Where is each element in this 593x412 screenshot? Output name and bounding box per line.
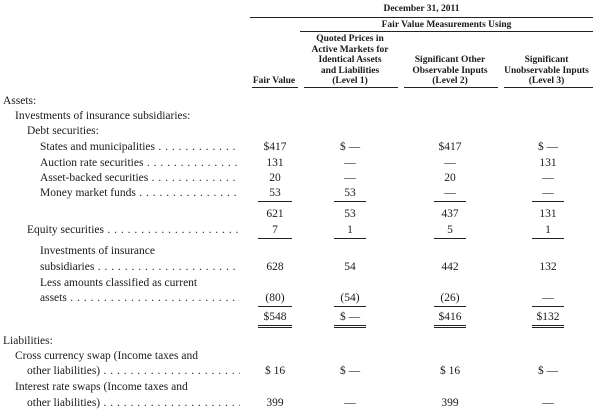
inv-total-label-2: subsidiaries [40, 261, 240, 274]
rule-equity-l1 [334, 238, 366, 239]
rule-net-l2-a [434, 325, 466, 326]
cell-irs-level3: — [542, 397, 554, 409]
rule-less-l3 [532, 306, 564, 307]
cell-states-fair-value: $417 [263, 141, 287, 153]
cell-net-level1: $ — [339, 311, 361, 323]
rule-debt-subtotal-l1 [334, 201, 366, 202]
cell-mmf-fair-value: 53 [269, 187, 281, 199]
debt-securities-label: Debt securities: [27, 125, 99, 137]
irs-label-2: other liabilities) [27, 397, 240, 410]
auction-label: Auction rate securities [40, 157, 240, 170]
ccs-label-2: other liabilities) [27, 365, 240, 378]
cell-debt-total-fair-value: 621 [266, 208, 284, 220]
assets-label: Assets: [3, 95, 37, 107]
rule-debt-subtotal-l2 [434, 201, 466, 202]
col-rule-level2 [404, 87, 498, 88]
rule-debt-subtotal-fv [258, 201, 292, 202]
cell-equity-fair-value: 7 [272, 224, 278, 236]
less-label-2: assets [40, 292, 240, 305]
cell-auction-level1: — [344, 157, 356, 169]
rule-net-l2-b [434, 327, 466, 328]
cell-abs-level2: 20 [444, 172, 456, 184]
irs-label-1: Interest rate swaps (Income taxes and [15, 381, 188, 393]
rule-less-l2 [434, 306, 466, 307]
rule-equity-l2 [434, 238, 466, 239]
less-label-1: Less amounts classified as current [40, 277, 198, 289]
cell-equity-level2: 5 [447, 224, 453, 236]
equity-label: Equity securities [27, 224, 240, 237]
fair-value-group-header: Fair Value Measurements Using [381, 20, 512, 30]
cell-debt-total-level3: 131 [539, 208, 557, 220]
period-rule [250, 17, 593, 18]
col-rule-level3 [504, 87, 593, 88]
cell-net-level3: $132 [536, 311, 560, 323]
rule-net-l3-b [532, 327, 564, 328]
cell-equity-level3: 1 [545, 224, 551, 236]
rule-equity-fv [258, 238, 292, 239]
cell-states-level2: $417 [438, 141, 462, 153]
rule-net-l1-b [334, 327, 366, 328]
cell-irs-level1: — [344, 397, 356, 409]
cell-less-level3: — [542, 292, 554, 304]
rule-less-l1 [334, 306, 366, 307]
cell-ccs-level1: $ — [339, 365, 361, 377]
cell-mmf-level3: — [542, 187, 554, 199]
rule-equity-l3 [532, 238, 564, 239]
cell-mmf-level2: — [444, 187, 456, 199]
cell-net-fair-value: $548 [263, 311, 287, 323]
col-rule-level1 [304, 87, 398, 88]
cell-abs-level1: — [344, 172, 356, 184]
cell-debt-total-level1: 53 [344, 208, 356, 220]
cell-states-level3: $ — [537, 141, 559, 153]
period-header: December 31, 2011 [383, 4, 460, 14]
cell-ccs-fair-value: $ 16 [264, 365, 286, 377]
rule-debt-subtotal-l3 [532, 201, 564, 202]
cell-less-level2: (26) [440, 292, 460, 304]
states-label: States and municipalities [40, 141, 240, 154]
fair-value-header: Fair Value [252, 76, 296, 86]
cell-debt-total-level2: 437 [441, 208, 459, 220]
group-rule [300, 31, 593, 32]
money-market-label: Money market funds [40, 187, 240, 200]
cell-states-level1: $ — [339, 141, 361, 153]
asset-backed-label: Asset-backed securities [40, 172, 240, 185]
cell-abs-level3: — [542, 172, 554, 184]
investments-label: Investments of insurance subsidiaries: [15, 110, 191, 122]
col-rule-fair-value [252, 87, 298, 88]
cell-abs-fair-value: 20 [269, 172, 281, 184]
rule-net-fv-b [258, 327, 292, 328]
cell-auction-level2: — [444, 157, 456, 169]
cell-equity-level1: 1 [347, 224, 353, 236]
rule-less-fv [258, 306, 292, 307]
cell-ccs-level3: $ — [537, 365, 559, 377]
cell-net-level2: $416 [438, 311, 462, 323]
level3-header: Significant Unobservable Inputs (Level 3… [504, 55, 589, 86]
inv-total-label-1: Investments of insurance [40, 245, 155, 257]
cell-inv-total-level1: 54 [344, 261, 356, 273]
rule-net-l1-a [334, 325, 366, 326]
cell-auction-level3: 131 [539, 157, 557, 169]
cell-less-fair-value: (80) [265, 292, 285, 304]
ccs-label-1: Cross currency swap (Income taxes and [15, 350, 198, 362]
cell-auction-fair-value: 131 [266, 157, 284, 169]
cell-inv-total-fair-value: 628 [266, 261, 284, 273]
level1-header: Quoted Prices in Active Markets for Iden… [311, 34, 389, 86]
cell-irs-level2: 399 [441, 397, 459, 409]
cell-irs-fair-value: 399 [266, 397, 284, 409]
cell-inv-total-level3: 132 [539, 261, 557, 273]
cell-ccs-level2: $ 16 [439, 365, 461, 377]
cell-mmf-level1: 53 [344, 187, 356, 199]
level2-header: Significant Other Observable Inputs (Lev… [412, 55, 488, 86]
cell-less-level1: (54) [340, 292, 360, 304]
rule-net-l3-a [532, 325, 564, 326]
liabilities-label: Liabilities: [3, 335, 53, 347]
rule-net-fv-a [258, 325, 292, 326]
cell-inv-total-level2: 442 [441, 261, 459, 273]
